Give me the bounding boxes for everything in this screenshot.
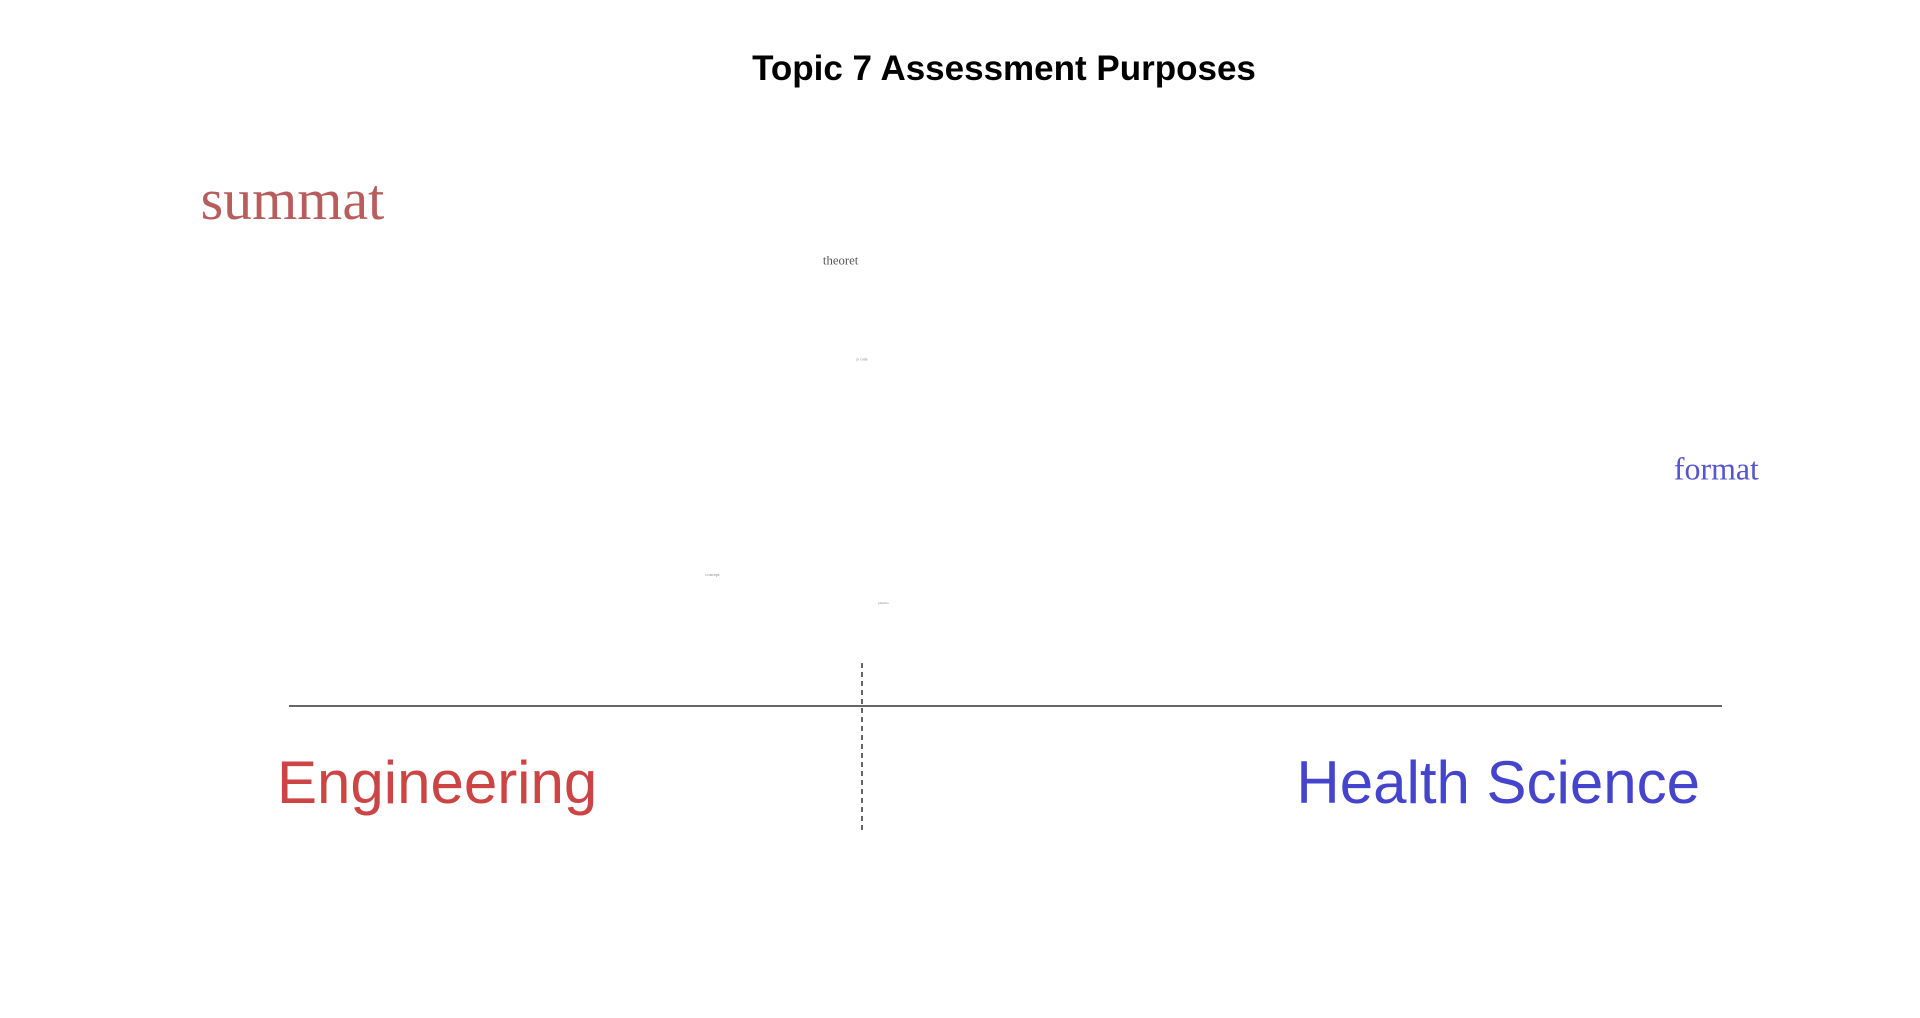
- group-label-health-science: Health Science: [1296, 749, 1700, 816]
- group-label-engineering: Engineering: [277, 749, 597, 816]
- chart-title: Topic 7 Assessment Purposes: [752, 49, 1256, 88]
- word-label-js-code: js code: [855, 357, 868, 362]
- word-label-pharma: pharma: [878, 601, 889, 605]
- word-label-format: format: [1674, 452, 1759, 487]
- word-label-summat: summat: [201, 167, 385, 232]
- word-label-theoret: theoret: [823, 254, 859, 268]
- word-label-concept: concept: [705, 573, 720, 578]
- words-layer: summat theoret js code format concept pharma: [201, 167, 1759, 605]
